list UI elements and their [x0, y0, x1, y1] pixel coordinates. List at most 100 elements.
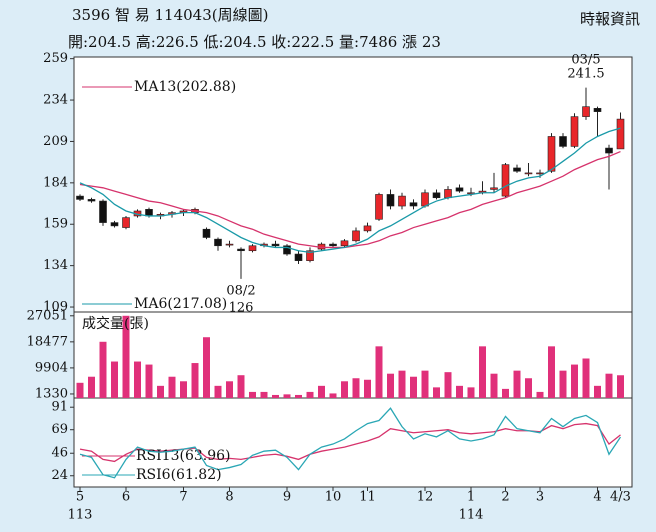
x-tick-label: 3: [536, 490, 544, 505]
rsi-line: [79, 407, 622, 479]
volume-bar: [145, 364, 153, 398]
quote: 開:204.5 高:226.5 低:204.5 收:222.5 量:7486 漲…: [68, 33, 441, 51]
x-year-label: 113: [68, 508, 93, 523]
volume-bar: [214, 385, 222, 398]
volume-bar: [571, 364, 578, 398]
annotation-value: 241.5: [567, 67, 604, 82]
candle-body: [398, 195, 406, 207]
candle-body: [616, 118, 625, 150]
volume-bar: [295, 394, 302, 398]
volume-bar: [479, 346, 486, 398]
volume-bar: [536, 391, 544, 398]
legend-label: MA6(217.08): [134, 296, 227, 312]
candle-body: [99, 200, 107, 223]
candle-body: [352, 230, 360, 242]
y-tick-label: 134: [43, 258, 68, 273]
y-tick-label: 1330: [35, 386, 68, 401]
candle-body: [225, 243, 234, 246]
volume-bar: [364, 379, 371, 398]
volume-bar: [375, 346, 383, 398]
candle-body: [593, 108, 602, 112]
y-tick-label: 234: [43, 93, 68, 108]
volume-bar: [490, 373, 498, 398]
candle-body: [432, 192, 441, 199]
y-tick-label: 109: [43, 300, 68, 315]
volume-bar: [203, 337, 210, 398]
volume-bar: [249, 391, 256, 398]
volume-bar: [594, 385, 601, 398]
candle-body: [582, 106, 590, 117]
candle-body: [248, 245, 257, 252]
candle-body: [409, 202, 418, 207]
volume-bar: [559, 370, 567, 398]
annotation-value: 126: [229, 301, 254, 316]
candle-body: [375, 194, 383, 220]
volume-bar: [191, 363, 199, 398]
volume-bar: [237, 375, 245, 398]
y-tick-label: 184: [43, 175, 68, 190]
x-year-label: 114: [459, 508, 484, 523]
volume-bar: [582, 358, 590, 398]
volume-bar: [272, 394, 279, 398]
volume-bar: [283, 394, 291, 398]
x-tick-label: 6: [122, 490, 130, 505]
volume-bar: [502, 388, 509, 398]
volume-bar: [111, 361, 118, 398]
candle-body: [87, 199, 96, 202]
volume-bar: [444, 372, 452, 398]
plot-area: [73, 56, 633, 488]
candle-body: [559, 136, 567, 147]
volume-bar: [617, 375, 624, 398]
volume-bar: [76, 382, 84, 398]
y-tick-label: 18477: [27, 334, 68, 349]
volume-bar: [341, 381, 348, 398]
candle-body: [363, 225, 372, 232]
volume-bar: [605, 373, 613, 398]
x-tick-label: 10: [325, 490, 342, 505]
legend-label: RSI13(63.96): [136, 448, 230, 464]
candle-body: [110, 222, 119, 227]
candle-body: [306, 250, 314, 261]
volume-bar: [168, 376, 176, 398]
x-tick-label: 2: [501, 490, 509, 505]
volume-bar: [329, 393, 337, 398]
volume-bar: [525, 378, 532, 398]
x-tick-label: 9: [283, 490, 291, 505]
volume-bar: [226, 381, 233, 398]
candle-body: [202, 228, 211, 238]
chart-title: 3596 智 易 114043(周線圖): [72, 6, 268, 24]
candle-body: [283, 245, 291, 255]
legend-label: MA13(202.88): [134, 79, 236, 95]
candle-body: [547, 136, 556, 172]
volume-bar: [99, 341, 107, 398]
candle-body: [570, 116, 579, 147]
volume-bar: [387, 373, 394, 398]
ma-line: [79, 127, 621, 254]
candle-body: [536, 172, 544, 175]
candle-body: [421, 192, 429, 207]
candle-body: [214, 238, 222, 247]
source: 時報資訊: [580, 10, 640, 28]
x-tick-label: 8: [225, 490, 233, 505]
volume-bar: [548, 346, 555, 398]
volume-bar: [352, 378, 360, 398]
volume-bar: [318, 385, 325, 398]
volume-bar: [180, 381, 187, 398]
volume-title: 成交量(張): [82, 315, 149, 332]
candle-body: [524, 172, 533, 175]
candle-body: [294, 253, 303, 261]
volume-bar: [513, 370, 521, 398]
candle-body: [386, 194, 395, 207]
y-tick-label: 46: [51, 446, 68, 461]
volume-bar: [421, 370, 429, 398]
y-tick-label: 259: [43, 51, 68, 66]
ma-line: [79, 150, 621, 249]
volume-bar: [122, 315, 130, 398]
y-tick-label: 69: [51, 422, 68, 437]
x-tick-label: 5: [76, 490, 84, 505]
y-tick-label: 91: [51, 400, 68, 415]
volume-bar: [398, 370, 406, 398]
candle-body: [237, 248, 245, 252]
candle-body: [76, 195, 84, 200]
